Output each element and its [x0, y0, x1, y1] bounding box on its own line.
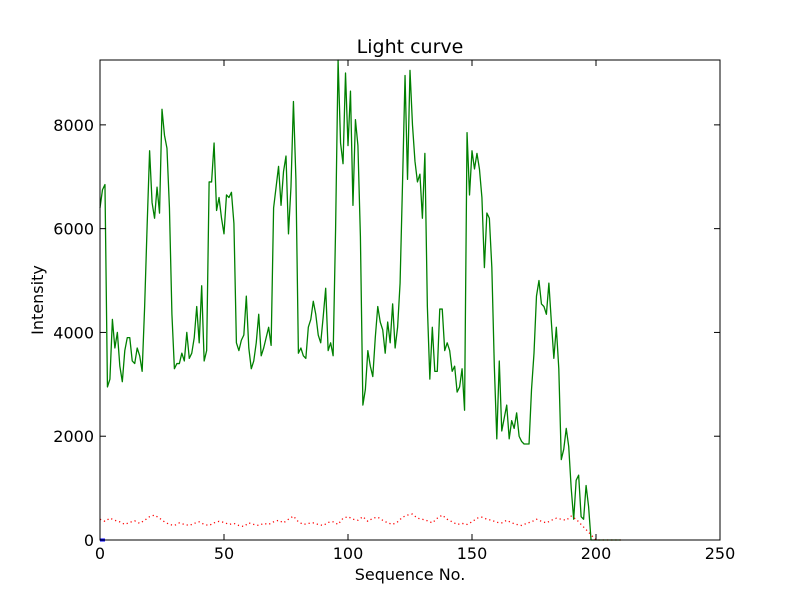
x-tick-label: 250 — [705, 544, 736, 563]
y-tick-label: 0 — [84, 531, 94, 550]
x-tick-label: 200 — [581, 544, 612, 563]
y-tick-label: 2000 — [53, 427, 94, 446]
series-1-line — [99, 59, 621, 541]
y-tick-label: 4000 — [53, 323, 94, 342]
y-tick-label: 6000 — [53, 220, 94, 239]
x-tick-label: 150 — [457, 544, 488, 563]
x-axis: 0 50 100 150 200 250 — [95, 60, 735, 563]
plot-area — [99, 59, 621, 542]
plot-frame — [99, 59, 721, 541]
x-axis-label: Sequence No. — [355, 565, 466, 584]
y-tick-label: 8000 — [53, 116, 94, 135]
y-axis: 0 2000 4000 6000 8000 — [53, 116, 720, 550]
x-tick-label: 0 — [95, 544, 105, 563]
series-2-line — [99, 513, 621, 541]
y-axis-label: Intensity — [28, 265, 47, 335]
x-tick-label: 50 — [214, 544, 234, 563]
x-tick-label: 100 — [333, 544, 364, 563]
chart-title: Light curve — [357, 36, 464, 58]
